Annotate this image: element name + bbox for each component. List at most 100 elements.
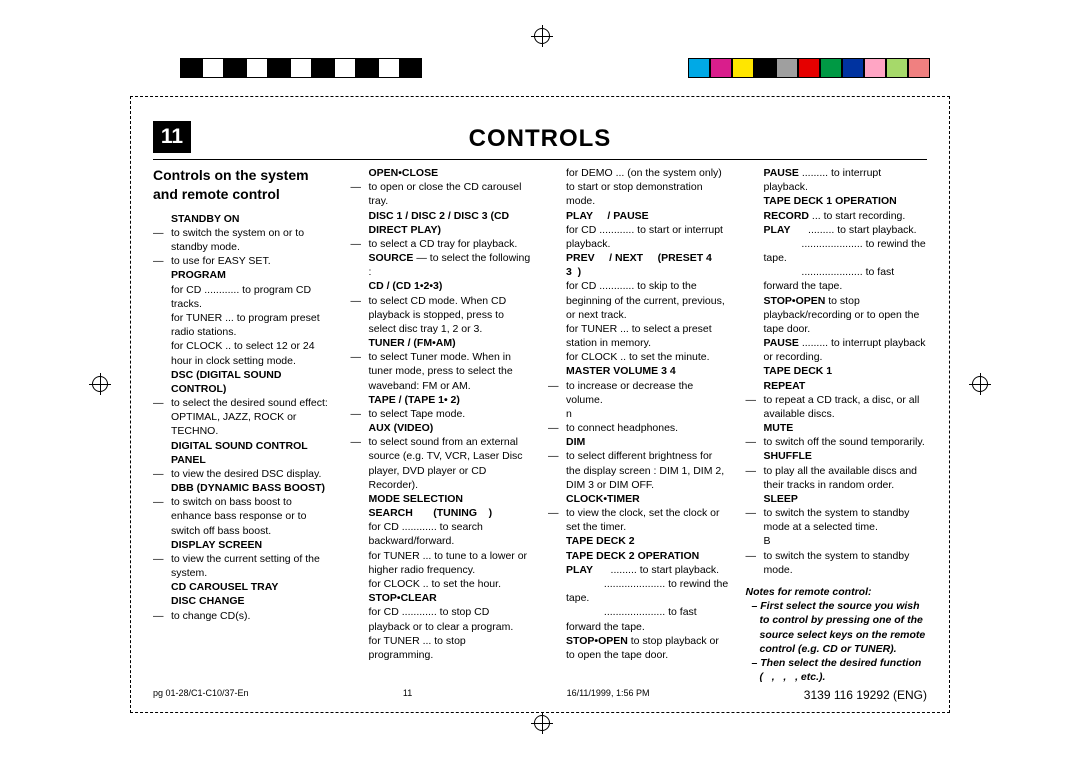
text-line: RECORD ... to start recording. — [746, 209, 928, 223]
text-line: PLAY ......... to start playback. — [548, 563, 730, 577]
control-heading: CD CAROUSEL TRAY — [153, 580, 335, 594]
text-line: n — [548, 407, 730, 421]
text-line: for TUNER ... to program preset radio st… — [153, 311, 335, 339]
text-line: for CLOCK .. to set the minute. — [548, 350, 730, 364]
bullet-entry: —to switch the system to standby mode at… — [746, 506, 928, 534]
control-heading: TAPE DECK 1 OPERATION — [746, 194, 928, 208]
control-heading: DISPLAY SCREEN — [153, 538, 335, 552]
bullet-entry: —to connect headphones. — [548, 421, 730, 435]
color-swatch — [180, 58, 202, 78]
bullet-entry: —to select a CD tray for playback. — [351, 237, 533, 251]
bullet-entry: —to switch on bass boost to enhance bass… — [153, 495, 335, 538]
control-heading: CLOCK•TIMER — [548, 492, 730, 506]
color-swatch — [754, 58, 776, 78]
color-swatch — [886, 58, 908, 78]
control-heading: DIGITAL SOUND CONTROL PANEL — [153, 439, 335, 467]
color-swatch — [864, 58, 886, 78]
bullet-entry: —to select different brightness for the … — [548, 449, 730, 492]
bullet-entry: —to view the desired DSC display. — [153, 467, 335, 481]
footer-date: 16/11/1999, 1:56 PM — [567, 688, 650, 702]
text-line: for TUNER ... to select a preset station… — [548, 322, 730, 350]
text-line: for CLOCK .. to set the hour. — [351, 577, 533, 591]
color-swatch — [356, 58, 378, 78]
bullet-entry: —to select Tape mode. — [351, 407, 533, 421]
note-line: – First select the source you wish to co… — [746, 599, 928, 656]
text-line: for CD ............ to start or interrup… — [548, 223, 730, 251]
control-heading: OPEN•CLOSE — [351, 166, 533, 180]
page-footer: pg 01-28/C1-C10/37-En 11 16/11/1999, 1:5… — [153, 688, 927, 702]
color-swatch — [246, 58, 268, 78]
text-line: for CD ............ to skip to the begin… — [548, 279, 730, 322]
reg-mark-top — [534, 28, 550, 48]
bullet-entry: —to switch the system to standby mode. — [746, 549, 928, 577]
bullet-entry: —to view the current setting of the syst… — [153, 552, 335, 580]
control-heading: TAPE DECK 2 — [548, 534, 730, 548]
text-line: STOP•OPEN to stop playback or to open th… — [548, 634, 730, 662]
notes-title: Notes for remote control: — [746, 585, 928, 599]
bullet-entry: —to change CD(s). — [153, 609, 335, 623]
text-line: PLAY ......... to start playback. — [746, 223, 928, 237]
colorbar-right — [688, 58, 930, 78]
color-swatch — [710, 58, 732, 78]
control-heading: DISC CHANGE — [153, 594, 335, 608]
control-heading: AUX (VIDEO) — [351, 421, 533, 435]
text-line: PAUSE ......... to interrupt playback or… — [746, 336, 928, 364]
reg-mark-left — [92, 376, 108, 396]
text-line: for TUNER ... to tune to a lower or high… — [351, 549, 533, 577]
color-swatch — [268, 58, 290, 78]
column-1: Controls on the system and remote contro… — [153, 166, 335, 684]
color-swatch — [224, 58, 246, 78]
control-heading: REPEAT — [746, 379, 928, 393]
text-line: for DEMO ... (on the system only) to sta… — [548, 166, 730, 209]
colorbar-left — [180, 58, 422, 78]
note-line: – Then select the desired function ( , ,… — [746, 656, 928, 684]
bullet-entry: —to view the clock, set the clock or set… — [548, 506, 730, 534]
text-line: for CLOCK .. to select 12 or 24 hour in … — [153, 339, 335, 367]
control-heading: DSC (DIGITAL SOUND CONTROL) — [153, 368, 335, 396]
bullet-entry: —to open or close the CD carousel tray. — [351, 180, 533, 208]
bullet-entry: —to switch off the sound temporarily. — [746, 435, 928, 449]
text-line: for CD ............ to search backward/f… — [351, 520, 533, 548]
control-heading: MODE SELECTION — [351, 492, 533, 506]
color-swatch — [400, 58, 422, 78]
color-swatch — [798, 58, 820, 78]
column-2: OPEN•CLOSE—to open or close the CD carou… — [351, 166, 533, 684]
color-swatch — [202, 58, 224, 78]
control-heading: STANDBY ON — [153, 212, 335, 226]
control-heading: MUTE — [746, 421, 928, 435]
control-heading: TAPE / (TAPE 1• 2) — [351, 393, 533, 407]
bullet-entry: —to play all the available discs and the… — [746, 464, 928, 492]
text-line: ..................... to rewind the tape… — [548, 577, 730, 605]
footer-left: pg 01-28/C1-C10/37-En — [153, 688, 249, 702]
control-heading: TUNER / (FM•AM) — [351, 336, 533, 350]
text-line: ..................... to fast forward th… — [548, 605, 730, 633]
column-4: PAUSE ......... to interrupt playback.TA… — [746, 166, 928, 684]
footer-docnum: 3139 116 19292 (ENG) — [804, 688, 927, 702]
text-line: STOP•OPEN to stop playback/recording or … — [746, 294, 928, 337]
color-swatch — [776, 58, 798, 78]
control-heading: SEARCH (TUNING ) — [351, 506, 533, 520]
control-heading: PREV / NEXT (PRESET 4 3 ) — [548, 251, 730, 279]
control-heading: TAPE DECK 2 OPERATION — [548, 549, 730, 563]
control-heading: TAPE DECK 1 — [746, 364, 928, 378]
bullet-entry: —to select CD mode. When CD playback is … — [351, 294, 533, 337]
bullet-entry: —to increase or decrease the volume. — [548, 379, 730, 407]
control-heading: PLAY / PAUSE — [548, 209, 730, 223]
color-swatch — [378, 58, 400, 78]
control-heading: DIM — [548, 435, 730, 449]
text-line: for TUNER ... to stop programming. — [351, 634, 533, 662]
control-heading: PROGRAM — [153, 268, 335, 282]
color-swatch — [688, 58, 710, 78]
control-heading: STOP•CLEAR — [351, 591, 533, 605]
bullet-entry: —to switch the system on or to standby m… — [153, 226, 335, 254]
control-heading: MASTER VOLUME 3 4 — [548, 364, 730, 378]
text-line: PAUSE ......... to interrupt playback. — [746, 166, 928, 194]
control-heading: SLEEP — [746, 492, 928, 506]
bullet-entry: —to use for EASY SET. — [153, 254, 335, 268]
color-swatch — [732, 58, 754, 78]
text-line: for CD ............ to program CD tracks… — [153, 283, 335, 311]
page-frame: 11 CONTROLS Controls on the system and r… — [130, 96, 950, 713]
footer-pagenum: 11 — [403, 688, 412, 702]
color-swatch — [842, 58, 864, 78]
reg-mark-bottom — [534, 715, 550, 735]
